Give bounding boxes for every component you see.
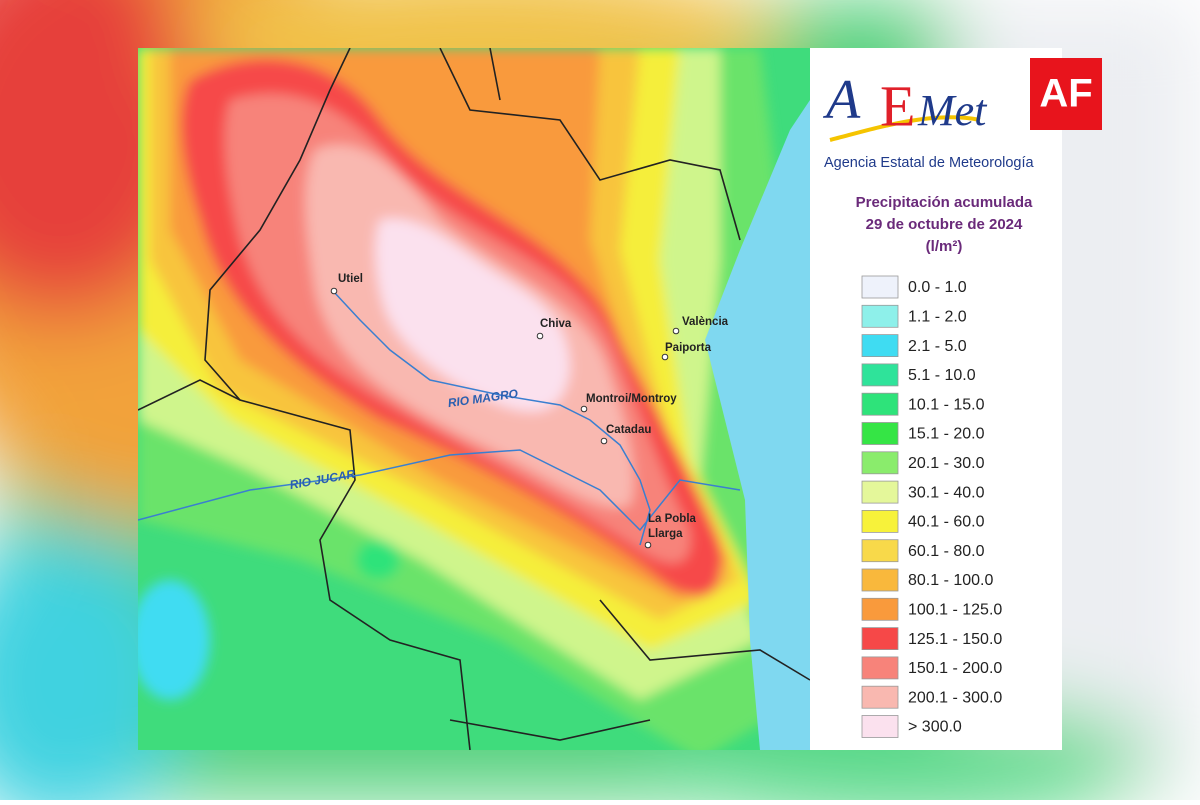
- legend-label: 1.1 - 2.0: [908, 309, 967, 326]
- place-label: Catadau: [606, 424, 651, 436]
- map: [138, 48, 810, 750]
- legend-swatch: [861, 568, 899, 592]
- legend-label: 200.1 - 300.0: [908, 689, 1002, 706]
- legend-label: 30.1 - 40.0: [908, 484, 985, 501]
- place-dot: [536, 332, 544, 340]
- place-dot: [644, 541, 652, 549]
- legend-label: 40.1 - 60.0: [908, 514, 985, 531]
- logo-e: E: [880, 73, 915, 138]
- legend-swatch: [861, 334, 899, 358]
- legend-swatch: [861, 392, 899, 416]
- legend-label: 2.1 - 5.0: [908, 338, 967, 355]
- legend-swatch: [861, 422, 899, 445]
- legend-swatch: [861, 656, 899, 680]
- legend-swatch: [861, 597, 899, 621]
- badge-text: AF: [1039, 72, 1092, 116]
- place-dot: [672, 327, 680, 335]
- legend-title: (l/m²): [926, 238, 963, 255]
- legend-label: 0.0 - 1.0: [908, 279, 967, 296]
- rivers: [138, 291, 741, 546]
- place-label: Utiel: [338, 273, 363, 285]
- place-label: Llarga: [648, 528, 683, 540]
- legend-swatch: [861, 363, 899, 387]
- place-dot: [580, 405, 588, 413]
- legend-title: Precipitación acumulada: [856, 194, 1033, 211]
- agency-name: Agencia Estatal de Meteorología: [824, 155, 1035, 171]
- legend-swatch: [861, 480, 899, 504]
- legend-swatch: [861, 627, 899, 650]
- legend-label: > 300.0: [908, 719, 962, 736]
- legend-label: 100.1 - 125.0: [908, 602, 1002, 619]
- logo-met: Met: [917, 86, 988, 135]
- legend-label: 5.1 - 10.0: [908, 367, 976, 384]
- legend-swatch: [861, 715, 899, 738]
- logo-swoosh: [829, 115, 981, 142]
- sea: [705, 48, 810, 750]
- legend-swatch: [861, 451, 899, 475]
- legend-swatch: [861, 304, 899, 328]
- place-label: Paiporta: [665, 342, 712, 354]
- place-label: Montroi/Montroy: [586, 393, 677, 405]
- logo-a: A: [822, 69, 861, 131]
- legend: Precipitación acumulada 29 de octubre de …: [856, 194, 1033, 738]
- legend-swatch: [861, 509, 899, 533]
- legend-label: 20.1 - 30.0: [908, 455, 985, 472]
- legend-panel: [810, 48, 1062, 750]
- legend-label: 60.1 - 80.0: [908, 543, 985, 560]
- legend-label: 150.1 - 200.0: [908, 660, 1002, 677]
- place-label: Chiva: [540, 318, 572, 330]
- legend-swatch: [861, 539, 899, 563]
- place-dot: [600, 437, 608, 445]
- legend-label: 80.1 - 100.0: [908, 572, 994, 589]
- legend-label: 10.1 - 15.0: [908, 396, 985, 413]
- place-label: València: [682, 316, 729, 328]
- borders: [138, 48, 810, 750]
- place-label: La Pobla: [648, 513, 697, 525]
- legend-label: 15.1 - 20.0: [908, 426, 985, 443]
- legend-swatch: [861, 685, 899, 709]
- legend-title: 29 de octubre de 2024: [866, 216, 1023, 233]
- place-dot: [661, 353, 669, 361]
- badge: [1030, 58, 1102, 130]
- legend-swatch: [861, 275, 899, 299]
- place-dot: [330, 287, 338, 295]
- legend-label: 125.1 - 150.0: [908, 631, 1002, 648]
